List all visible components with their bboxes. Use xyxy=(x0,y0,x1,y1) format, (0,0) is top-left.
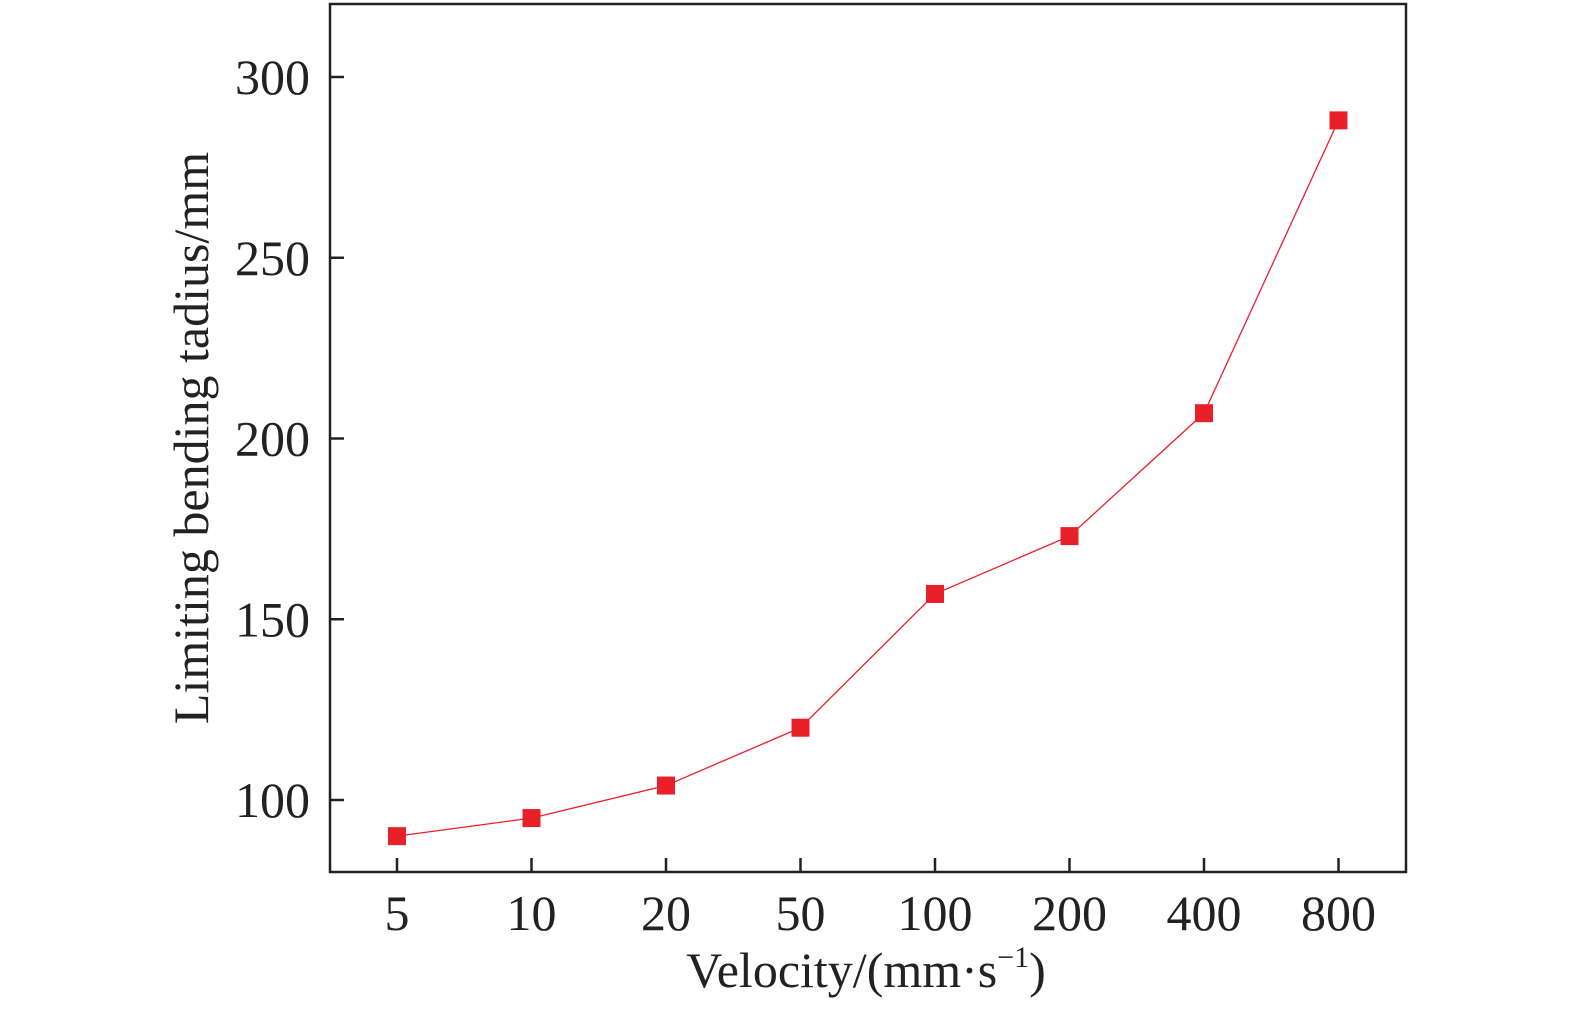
y-tick-label: 100 xyxy=(235,772,310,828)
x-tick-label: 800 xyxy=(1301,885,1376,941)
x-tick-label: 100 xyxy=(898,885,973,941)
x-tick-label: 400 xyxy=(1167,885,1242,941)
x-tick-label: 50 xyxy=(776,885,826,941)
data-point-marker xyxy=(522,809,541,828)
x-tick-label: 200 xyxy=(1032,885,1107,941)
x-axis: 5 10 20 50 100 200 400 800 xyxy=(385,858,1376,941)
data-point-marker xyxy=(1195,404,1213,423)
plot-frame xyxy=(328,2,1408,874)
data-point-marker xyxy=(926,584,944,603)
y-axis-title: Limiting bending tadius/mm xyxy=(163,152,219,724)
y-tick-label: 200 xyxy=(235,411,310,467)
x-axis-title: Velocity/(mm·s−1) xyxy=(686,941,1046,998)
y-tick-label: 300 xyxy=(235,49,310,105)
data-point-marker xyxy=(1329,111,1348,130)
x-axis-title-main: Velocity/(mm·s xyxy=(686,942,997,998)
data-point-marker xyxy=(657,776,675,795)
x-axis-title-superscript: −1 xyxy=(997,941,1029,974)
x-tick-label: 10 xyxy=(507,885,557,941)
x-tick-label: 20 xyxy=(641,885,691,941)
y-tick-label: 250 xyxy=(235,230,310,286)
x-tick-label: 5 xyxy=(385,885,410,941)
data-point-marker xyxy=(388,827,406,846)
x-axis-title-close: ) xyxy=(1029,942,1046,998)
series-line xyxy=(396,120,1340,837)
data-point-marker xyxy=(791,718,810,737)
data-point-marker xyxy=(1060,527,1079,546)
y-tick-label: 150 xyxy=(235,591,310,647)
data-markers xyxy=(388,111,1348,846)
y-axis: 100 150 200 250 300 xyxy=(235,49,344,828)
